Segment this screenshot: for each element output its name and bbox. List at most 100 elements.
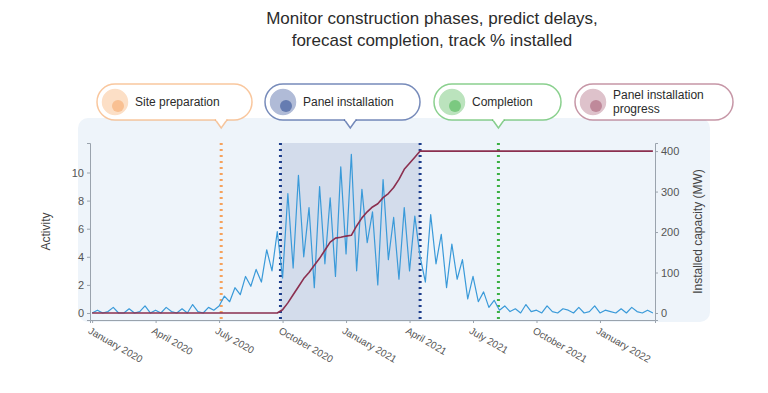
y-axis-title: Activity xyxy=(39,212,53,250)
title: Monitor construction phases, predict del… xyxy=(266,9,598,28)
callout: Panel installationprogress xyxy=(575,84,733,120)
x-tick: January 2021 xyxy=(341,320,399,365)
y2-tick: 0 xyxy=(655,307,667,319)
axis-line xyxy=(91,321,656,324)
y2-axis-title: Installed capacity (MW) xyxy=(691,169,705,294)
tick-mark xyxy=(87,285,90,286)
tick-label: 200 xyxy=(661,226,679,238)
callout-pointer xyxy=(215,120,227,129)
tick-mark xyxy=(87,313,90,314)
tick-mark xyxy=(655,151,658,152)
tick-mark xyxy=(655,232,658,233)
y2-tick: 200 xyxy=(655,226,679,238)
x-tick: October 2021 xyxy=(531,320,589,365)
callout: Panel installation xyxy=(265,84,420,128)
callout-icon xyxy=(579,88,607,116)
tick-label: January 2022 xyxy=(594,325,652,365)
y-tick: 10 xyxy=(72,167,90,179)
phase-line xyxy=(279,143,282,320)
callout-label-line: Completion xyxy=(472,95,533,109)
tick-label: October 2021 xyxy=(531,325,589,365)
phase-line xyxy=(497,143,500,320)
tick-label: 300 xyxy=(661,186,679,198)
callout-icon-detail xyxy=(590,100,602,112)
x-tick: April 2021 xyxy=(404,320,449,357)
callout-icon-detail xyxy=(280,100,292,112)
phase-line xyxy=(419,143,422,320)
title-group: Monitor construction phases, predict del… xyxy=(266,9,598,50)
x-tick: January 2022 xyxy=(594,320,652,365)
callout-label: Panel installationprogress xyxy=(613,88,704,116)
y-tick: 2 xyxy=(78,279,90,291)
tick-label: October 2020 xyxy=(277,325,335,365)
tick-mark xyxy=(600,320,601,323)
chart-svg: Monitor construction phases, predict del… xyxy=(0,0,768,393)
tick-mark xyxy=(346,320,347,323)
x-tick: January 2020 xyxy=(87,320,145,365)
tick-mark xyxy=(655,273,658,274)
callout-label: Panel installation xyxy=(303,95,394,109)
callout-box xyxy=(265,84,420,120)
tick-mark xyxy=(219,320,220,323)
tick-label: January 2020 xyxy=(87,325,145,365)
x-tick: July 2020 xyxy=(214,320,257,356)
title: forecast completion, track % installed xyxy=(292,31,573,50)
tick-label: 10 xyxy=(72,167,84,179)
y2-tick: 100 xyxy=(655,267,679,279)
x-tick: April 2020 xyxy=(150,320,195,357)
plot-background xyxy=(78,118,710,322)
tick-mark xyxy=(655,313,658,314)
tick-mark xyxy=(473,320,474,323)
callout-pointer-cover xyxy=(216,119,226,121)
tick-label: April 2021 xyxy=(404,325,449,357)
y-tick: 6 xyxy=(78,223,90,235)
tick-mark xyxy=(87,201,90,202)
callout-label-line: Site preparation xyxy=(135,95,220,109)
plot-area xyxy=(92,143,653,320)
tick-mark xyxy=(536,320,537,323)
y2-axis: 0100200300400 xyxy=(655,144,679,321)
callout-icon xyxy=(269,88,297,116)
callout-pointer-cover xyxy=(493,119,503,121)
tick-label: 0 xyxy=(661,307,667,319)
callout-label-line: progress xyxy=(613,102,660,116)
tick-label: 100 xyxy=(661,267,679,279)
x-tick: July 2021 xyxy=(467,320,510,356)
callout-box xyxy=(434,84,561,120)
tick-label: April 2020 xyxy=(150,325,195,357)
tick-label: July 2020 xyxy=(214,325,257,356)
tick-label: 4 xyxy=(78,251,84,263)
axis-line xyxy=(656,144,659,321)
tick-mark xyxy=(410,320,411,323)
callout-pointer xyxy=(344,120,356,129)
chart-container: Monitor construction phases, predict del… xyxy=(0,0,768,393)
callout: Completion xyxy=(434,84,561,128)
tick-mark xyxy=(87,173,90,174)
tick-mark xyxy=(283,320,284,323)
callout-label-line: Panel installation xyxy=(303,95,394,109)
phase-line xyxy=(220,143,223,320)
tick-label: 6 xyxy=(78,223,84,235)
x-tick: October 2020 xyxy=(277,320,335,365)
callout-box xyxy=(97,84,252,120)
activity-line xyxy=(92,154,653,313)
tick-mark xyxy=(655,192,658,193)
x-axis: January 2020April 2020 July 2020 October 2… xyxy=(87,320,656,365)
callout-icon xyxy=(438,88,466,116)
axis-line xyxy=(87,144,91,321)
tick-mark xyxy=(87,257,90,258)
y-tick: 0 xyxy=(78,307,90,319)
tick-label: 0 xyxy=(78,307,84,319)
callout-box xyxy=(575,84,733,120)
y-tick: 8 xyxy=(78,195,90,207)
tick-mark xyxy=(87,229,90,230)
tick-mark xyxy=(92,320,93,323)
tick-label: 8 xyxy=(78,195,84,207)
callout-icon xyxy=(101,88,129,116)
tick-mark xyxy=(156,320,157,323)
callout-pointer-cover xyxy=(345,119,355,121)
callout: Site preparation xyxy=(97,84,252,128)
y-tick: 4 xyxy=(78,251,90,263)
tick-label: July 2021 xyxy=(467,325,510,356)
callout-pointer xyxy=(492,120,504,129)
